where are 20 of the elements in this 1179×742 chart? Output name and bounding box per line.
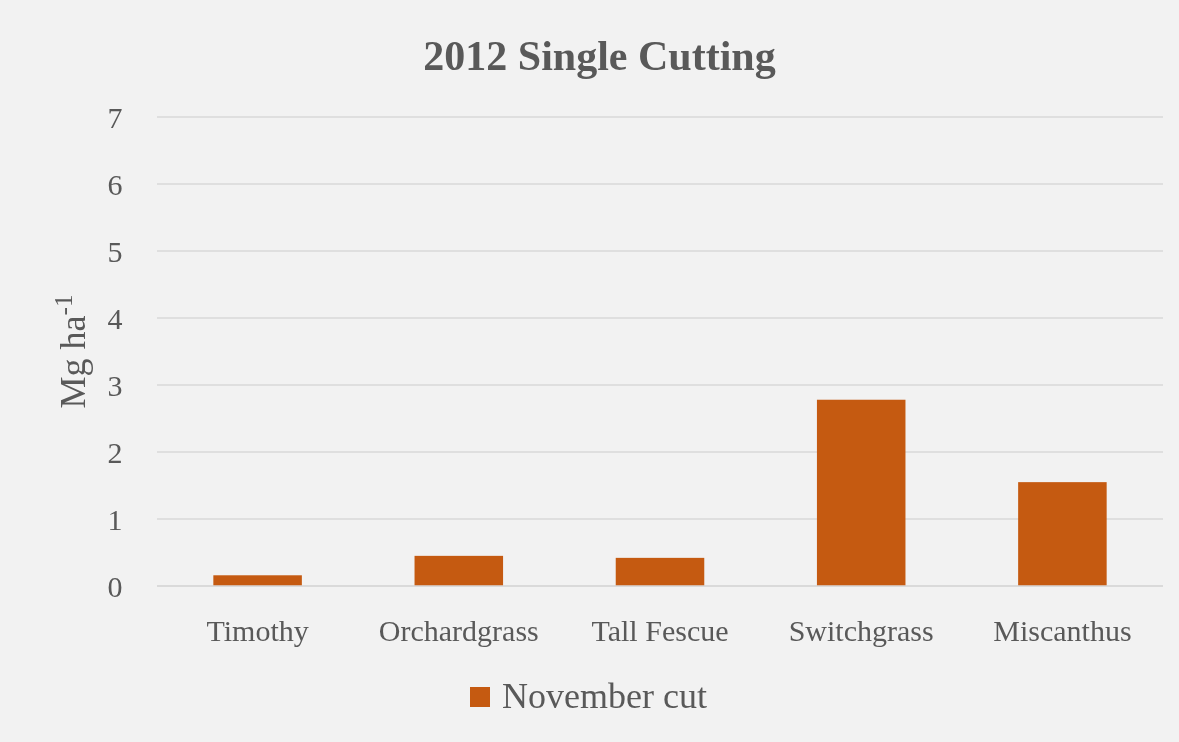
- y-tick-label: 0: [107, 569, 123, 603]
- y-tick-label: 4: [107, 301, 123, 335]
- chart-title: 2012 Single Cutting: [423, 33, 776, 79]
- y-tick-label: 1: [107, 502, 123, 536]
- bar: [213, 575, 302, 586]
- x-tick-label: Tall Fescue: [591, 614, 729, 647]
- bar: [615, 557, 705, 586]
- bar: [816, 399, 906, 586]
- x-tick-label: Timothy: [206, 614, 309, 647]
- y-tick-label: 6: [107, 167, 123, 201]
- bar: [414, 555, 504, 586]
- y-tick-label: 3: [107, 368, 123, 402]
- y-tick-label: 7: [107, 100, 123, 134]
- y-tick-label: 5: [107, 234, 123, 268]
- x-tick-label: Miscanthus: [993, 614, 1132, 647]
- legend-label: November cut: [502, 676, 707, 716]
- bar: [1018, 482, 1107, 586]
- x-tick-label: Orchardgrass: [378, 614, 539, 647]
- x-tick-label: Switchgrass: [788, 614, 934, 647]
- y-tick-label: 2: [107, 435, 123, 469]
